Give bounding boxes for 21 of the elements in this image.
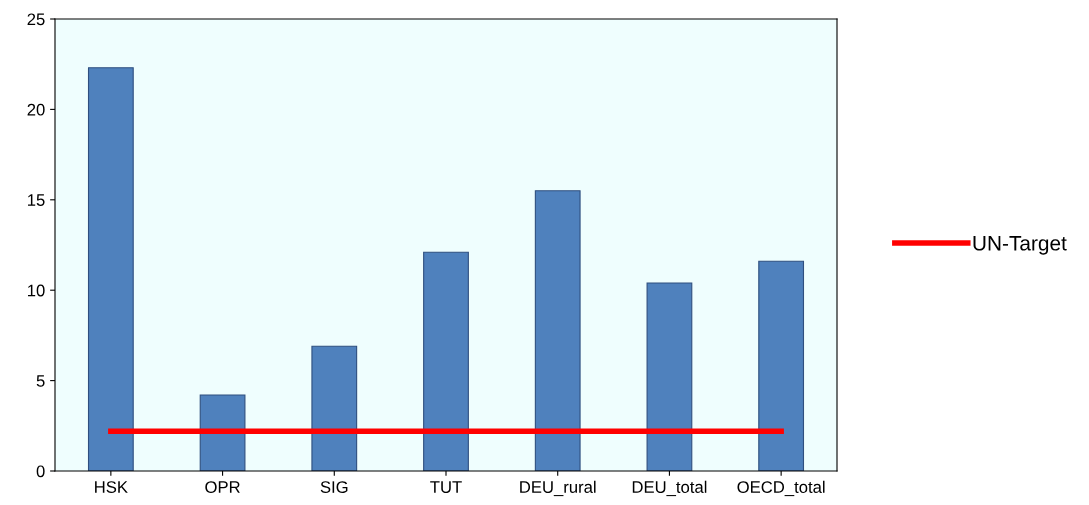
legend-label: UN-Target [973,236,1067,255]
y-tick-label: 10 [28,284,45,297]
y-tick-label: 5 [36,375,45,387]
bar [646,282,693,471]
bar [311,345,358,471]
x-tick-label: SIG [320,481,348,493]
x-tick-label: DEU_rural [520,480,596,497]
bar [423,251,469,471]
bar [534,190,581,471]
bar [87,67,134,471]
y-tick-label: 15 [28,194,45,206]
x-tick-label: HSK [95,481,128,493]
x-tick-label: OECD_total [737,480,825,497]
x-tick-label: DEU_total [632,480,707,497]
x-tick-label: TUT [430,481,462,493]
y-tick-label: 25 [27,13,45,26]
bar [758,260,805,471]
x-tick-label: OPR [205,481,240,493]
bar [199,394,246,471]
y-tick-label: 0 [36,465,45,478]
y-tick-label: 20 [27,103,45,116]
